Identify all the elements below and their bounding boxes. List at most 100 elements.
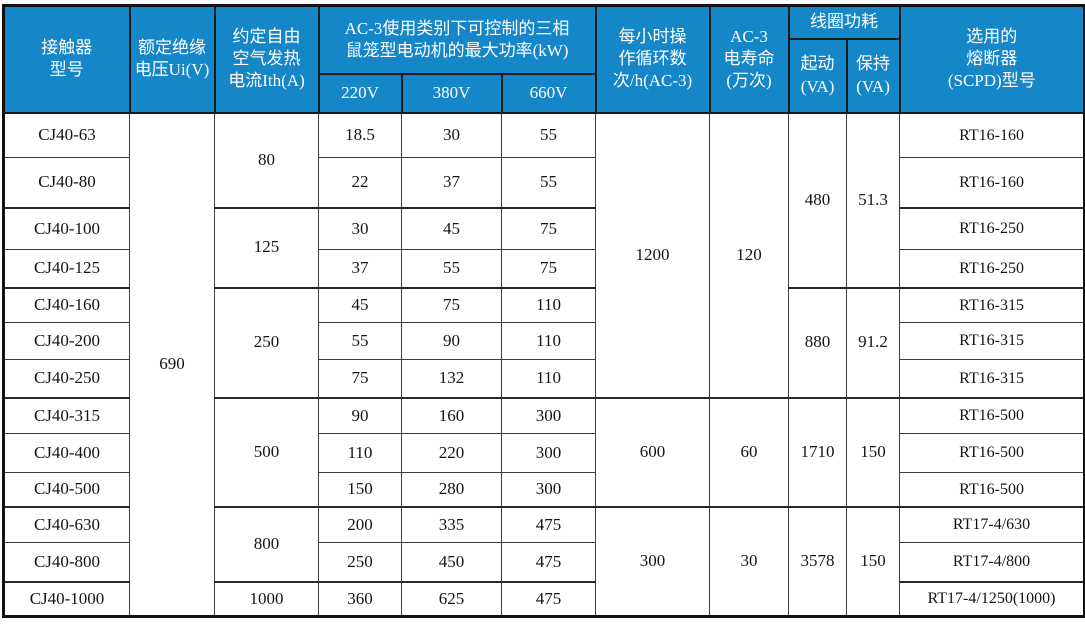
cell-kw660: 75 — [500, 206, 597, 250]
cell-kw220: 22 — [318, 157, 402, 208]
cell-life: 60 — [709, 396, 790, 507]
cell-coil-start: 480 — [788, 112, 848, 288]
cell-cycles: 1200 — [595, 112, 711, 398]
table-row: CJ40-100 125 30 45 75 RT16-250 — [3, 206, 1085, 288]
cell-kw380: 625 — [401, 580, 502, 617]
cell-kw380: 37 — [401, 157, 502, 208]
cell-kw380: 160 — [401, 396, 502, 434]
cell-kw660: 475 — [500, 580, 597, 617]
cell-kw220: 75 — [318, 359, 402, 398]
table-row: CJ40-125 37 55 75 RT16-250 — [3, 249, 1085, 288]
cell-kw380: 75 — [401, 286, 502, 323]
cell-ith: 1000 — [214, 580, 319, 617]
cell-fuse: RT16-315 — [899, 359, 1085, 398]
cell-model: CJ40-1000 — [3, 580, 130, 617]
cell-coil-start: 880 — [788, 286, 848, 398]
cell-model: CJ40-250 — [3, 359, 130, 398]
cell-model: CJ40-400 — [3, 433, 130, 473]
cell-ith: 250 — [214, 286, 319, 398]
cell-cycles: 600 — [595, 396, 711, 507]
cell-model: CJ40-630 — [3, 505, 130, 543]
cell-fuse: RT16-315 — [899, 322, 1085, 360]
table-row: CJ40-200 55 90 110 RT16-315 — [3, 322, 1085, 360]
cell-ith: 80 — [214, 112, 319, 208]
cell-kw660: 55 — [500, 157, 597, 208]
cell-kw660: 110 — [500, 359, 597, 398]
cell-kw660: 475 — [500, 505, 597, 543]
cell-model: CJ40-315 — [3, 396, 130, 434]
cell-kw380: 220 — [401, 433, 502, 473]
cell-kw660: 110 — [500, 286, 597, 323]
cell-coil-start: 3578 — [788, 505, 848, 617]
header-electrical-life: AC-3 电寿命 (万次) — [708, 4, 790, 114]
cell-kw380: 280 — [401, 472, 502, 507]
cell-fuse: RT16-160 — [899, 157, 1085, 208]
spec-table: 接触器 型号 额定绝缘 电压Ui(V) 约定自由 空气发热 电流Ith(A) A… — [2, 4, 1085, 618]
cell-model: CJ40-200 — [3, 322, 130, 360]
table-row: CJ40-800 250 450 475 RT17-4/800 — [3, 542, 1085, 582]
cell-kw220: 150 — [318, 472, 402, 507]
table-row: CJ40-315 500 90 160 300 600 60 1710 150 … — [3, 396, 1085, 507]
cell-life: 30 — [709, 505, 790, 617]
cell-life: 120 — [709, 112, 790, 398]
cell-kw380: 45 — [401, 206, 502, 250]
cell-fuse: RT16-500 — [899, 396, 1085, 434]
cell-model: CJ40-500 — [3, 472, 130, 507]
header-fuse: 选用的 熔断器 (SCPD)型号 — [898, 4, 1085, 114]
cell-kw220: 45 — [318, 286, 402, 323]
header-380v: 380V — [400, 72, 503, 114]
cell-fuse: RT16-500 — [899, 433, 1085, 473]
cell-kw660: 110 — [500, 322, 597, 360]
header-max-power: AC-3使用类别下可控制的三相 鼠笼型电动机的最大功率(kW) — [317, 4, 597, 75]
cell-model: CJ40-80 — [3, 157, 130, 208]
cell-kw220: 55 — [318, 322, 402, 360]
cell-kw220: 37 — [318, 249, 402, 288]
header-coil-start: 起动 (VA) — [787, 37, 848, 114]
cell-coil-hold: 51.3 — [846, 112, 901, 288]
cell-fuse: RT16-250 — [899, 206, 1085, 250]
cell-kw660: 300 — [500, 472, 597, 507]
cell-kw660: 475 — [500, 542, 597, 582]
header-thermal-current: 约定自由 空气发热 电流Ith(A) — [213, 4, 320, 114]
header-contactor-model: 接触器 型号 — [2, 4, 131, 114]
cell-kw380: 335 — [401, 505, 502, 543]
header-coil-hold: 保持 (VA) — [845, 37, 901, 114]
table-row: CJ40-500 150 280 300 RT16-500 — [3, 472, 1085, 507]
table-row: CJ40-250 75 132 110 RT16-315 — [3, 359, 1085, 398]
cell-kw660: 300 — [500, 396, 597, 434]
cell-ith: 125 — [214, 206, 319, 288]
cell-coil-hold: 150 — [846, 396, 901, 507]
cell-coil-hold: 91.2 — [846, 286, 901, 398]
cell-model: CJ40-63 — [3, 112, 130, 158]
table-row: CJ40-63 690 80 18.5 30 55 1200 120 480 5… — [3, 112, 1085, 617]
table-row: CJ40-630 800 200 335 475 300 30 3578 150… — [3, 505, 1085, 617]
cell-kw380: 132 — [401, 359, 502, 398]
table-row: CJ40-80 22 37 55 RT16-160 — [3, 157, 1085, 208]
cell-ui-voltage: 690 — [129, 112, 215, 617]
cell-fuse: RT16-315 — [899, 286, 1085, 323]
header-220v: 220V — [317, 72, 403, 114]
cell-fuse: RT17-4/800 — [899, 542, 1085, 582]
cell-kw220: 18.5 — [318, 112, 402, 158]
cell-model: CJ40-160 — [3, 286, 130, 323]
cell-fuse: RT17-4/1250(1000) — [899, 580, 1085, 617]
cell-kw220: 30 — [318, 206, 402, 250]
cell-kw380: 90 — [401, 322, 502, 360]
cell-kw380: 55 — [401, 249, 502, 288]
header-coil-power: 线圈功耗 — [787, 4, 901, 40]
cell-kw220: 360 — [318, 580, 402, 617]
cell-kw220: 110 — [318, 433, 402, 473]
cell-fuse: RT16-250 — [899, 249, 1085, 288]
header-660v: 660V — [500, 72, 597, 114]
cell-kw220: 90 — [318, 396, 402, 434]
cell-kw380: 30 — [401, 112, 502, 158]
header-insulation-voltage: 额定绝缘 电压Ui(V) — [128, 4, 216, 114]
cell-coil-start: 1710 — [788, 396, 848, 507]
cell-cycles: 300 — [595, 505, 711, 617]
table-row: CJ40-400 110 220 300 RT16-500 — [3, 433, 1085, 473]
cell-model: CJ40-800 — [3, 542, 130, 582]
cell-fuse: RT16-160 — [899, 112, 1085, 158]
cell-fuse: RT16-500 — [899, 472, 1085, 507]
cell-ith: 500 — [214, 396, 319, 507]
